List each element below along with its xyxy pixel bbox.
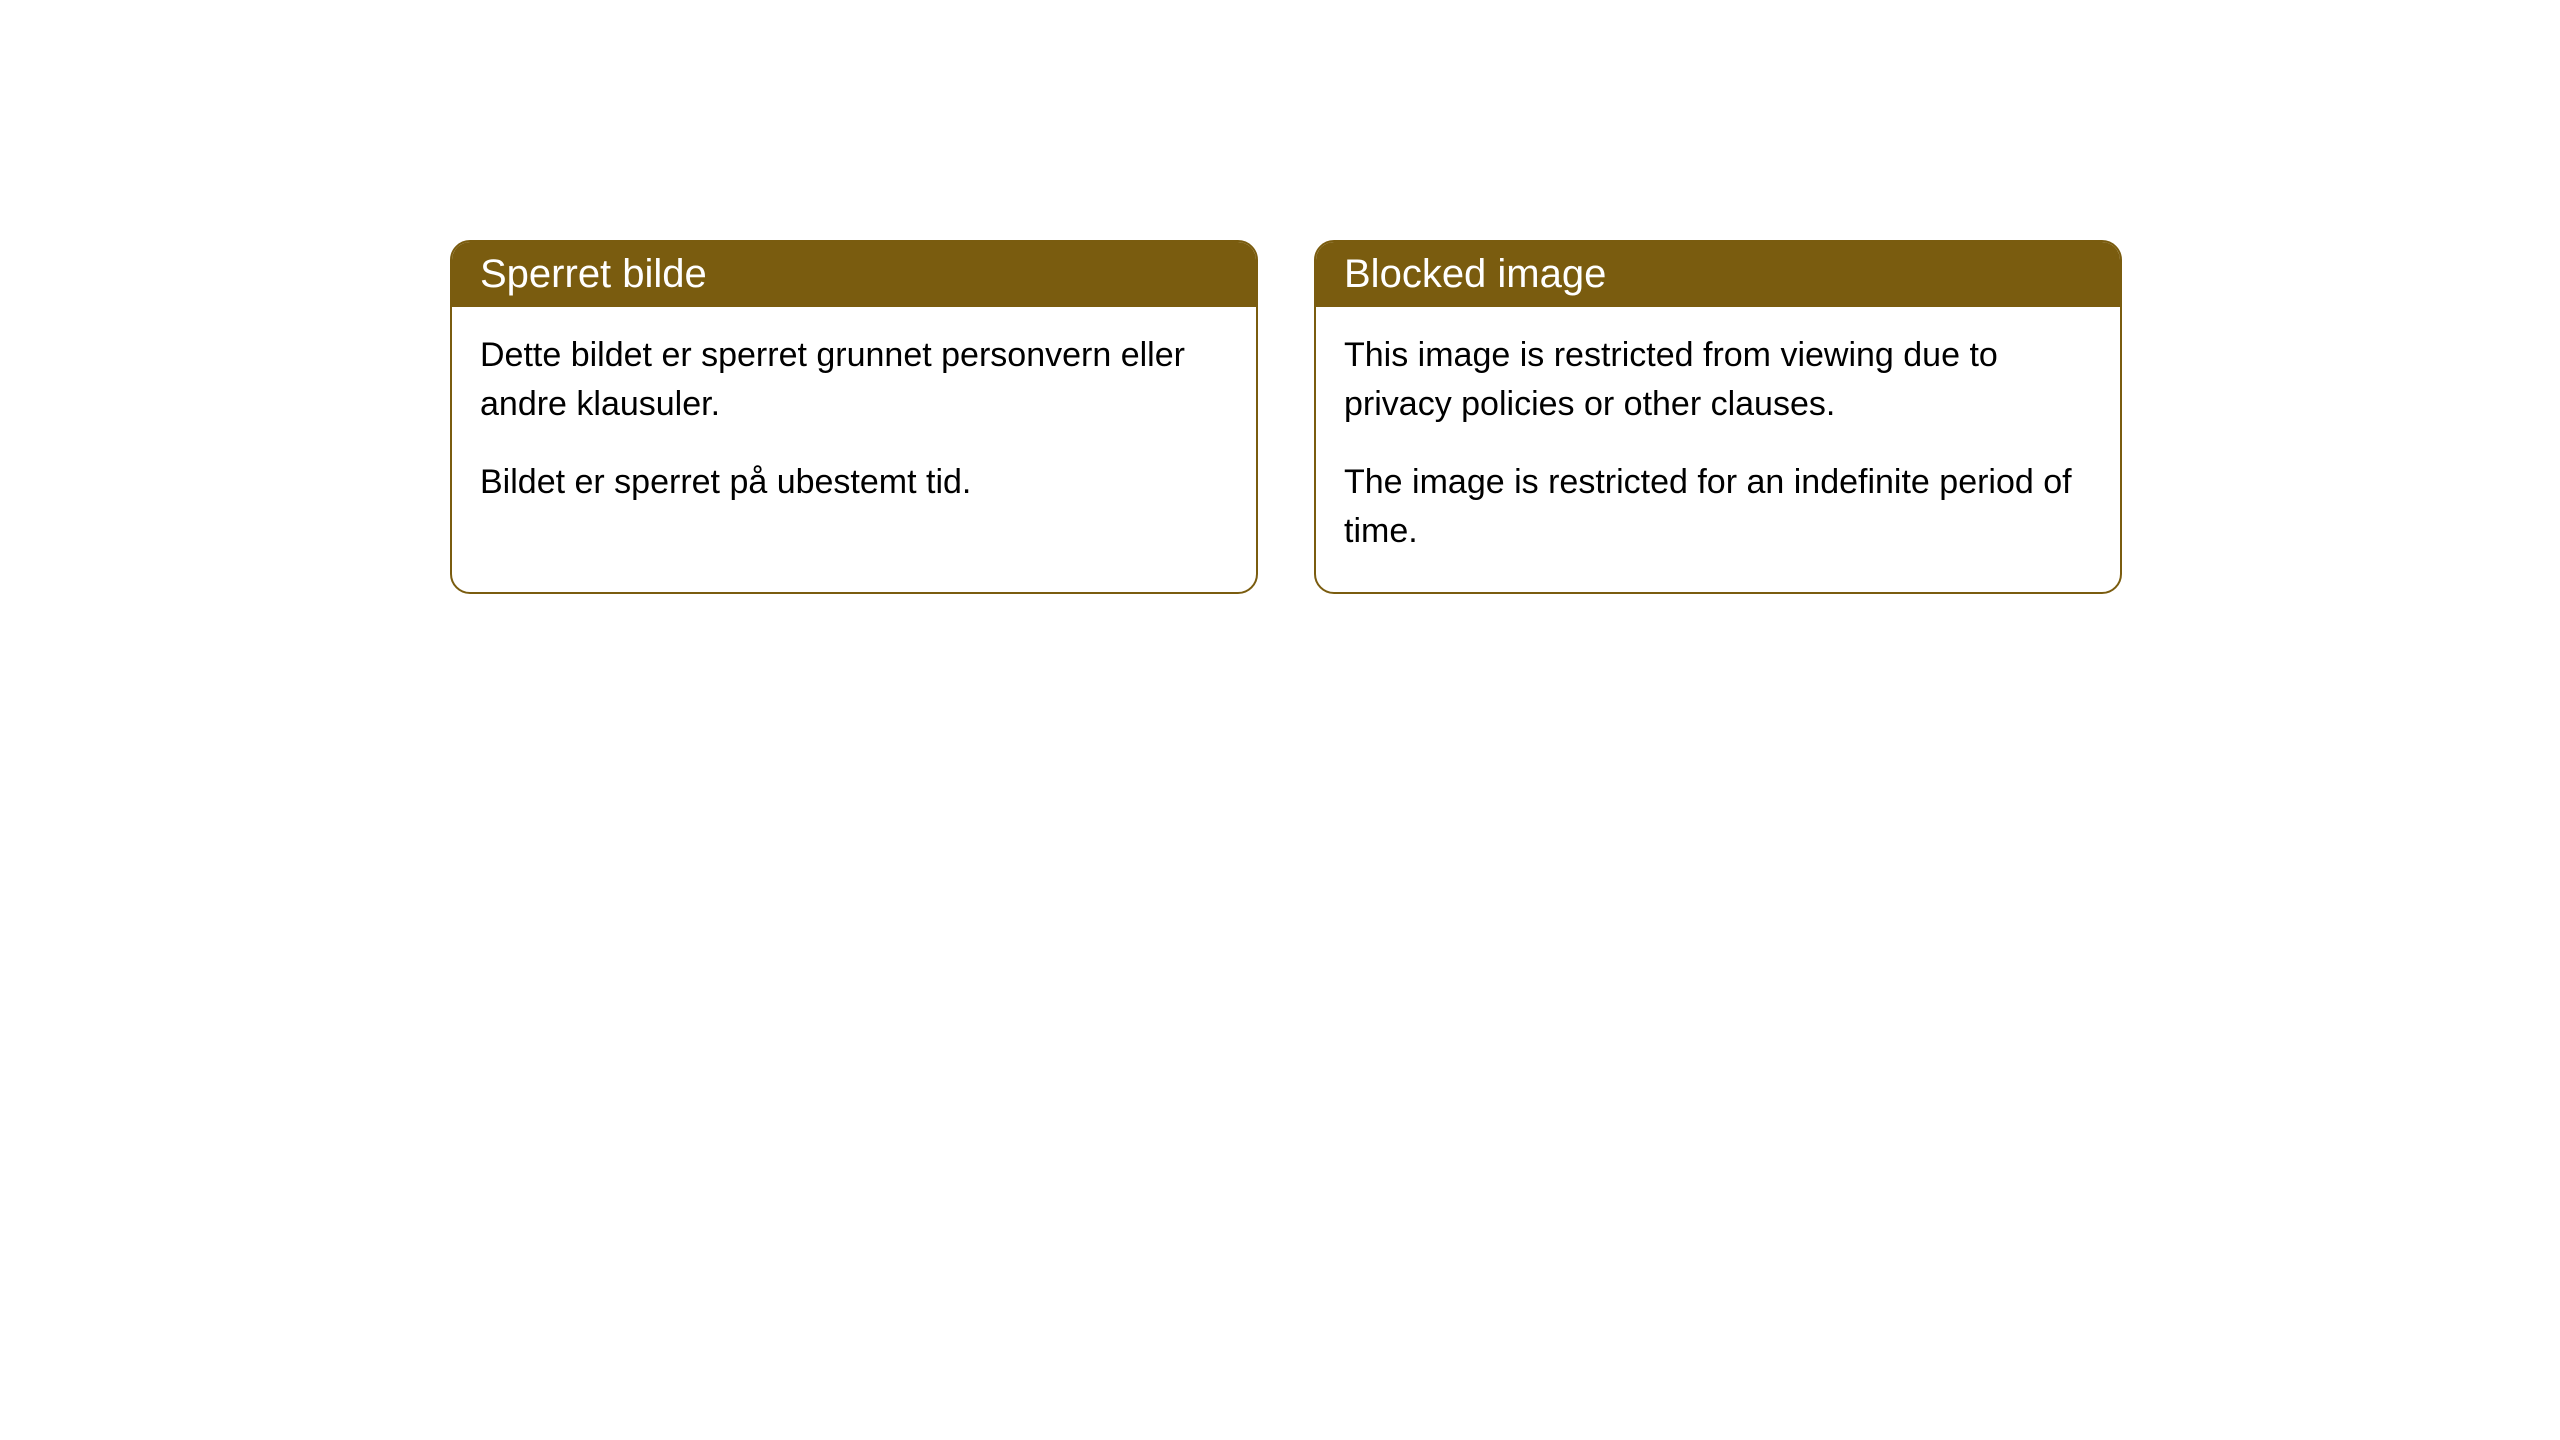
notice-paragraph: This image is restricted from viewing du… (1344, 331, 2092, 430)
notice-body-norwegian: Dette bildet er sperret grunnet personve… (452, 307, 1256, 543)
notice-paragraph: Dette bildet er sperret grunnet personve… (480, 331, 1228, 430)
notice-card-english: Blocked image This image is restricted f… (1314, 240, 2122, 594)
notice-paragraph: The image is restricted for an indefinit… (1344, 458, 2092, 557)
notice-paragraph: Bildet er sperret på ubestemt tid. (480, 458, 1228, 507)
notice-container: Sperret bilde Dette bildet er sperret gr… (0, 0, 2560, 594)
notice-card-norwegian: Sperret bilde Dette bildet er sperret gr… (450, 240, 1258, 594)
notice-body-english: This image is restricted from viewing du… (1316, 307, 2120, 592)
notice-header-english: Blocked image (1316, 242, 2120, 307)
notice-header-norwegian: Sperret bilde (452, 242, 1256, 307)
notice-title: Sperret bilde (480, 252, 707, 296)
notice-title: Blocked image (1344, 252, 1606, 296)
